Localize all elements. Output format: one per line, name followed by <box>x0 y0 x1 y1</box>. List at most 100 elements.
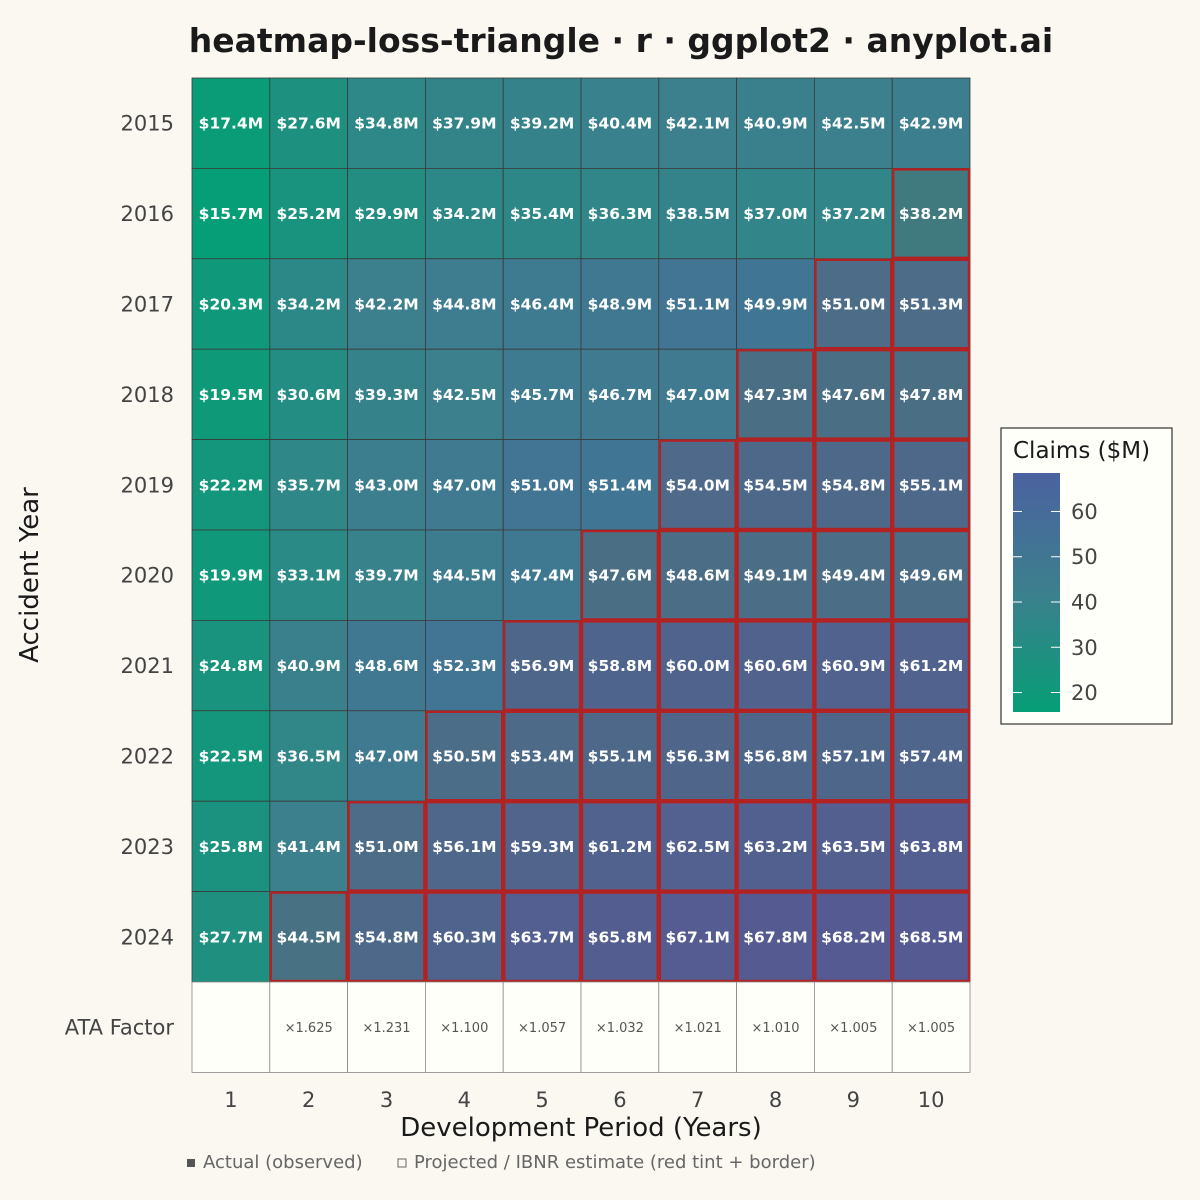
cell-value-label: $27.7M <box>199 928 263 946</box>
projected-tint <box>892 439 970 530</box>
y-tick-label: 2019 <box>121 473 174 497</box>
projected-tint <box>892 168 970 259</box>
cell-value-label: $68.5M <box>899 928 963 946</box>
actual-cell <box>658 348 737 441</box>
actual-cell <box>580 258 660 350</box>
projected-cell <box>814 348 893 441</box>
cell-value-label: $44.5M <box>276 928 340 946</box>
actual-cell <box>502 167 582 260</box>
actual-cell <box>580 439 660 531</box>
ata-factor-label: ×1.057 <box>518 1021 566 1036</box>
projected-border <box>892 891 971 983</box>
projected-tint <box>814 891 893 982</box>
actual-cell <box>347 348 426 441</box>
cell-value-label: $51.0M <box>510 476 574 494</box>
actual-cell <box>269 77 348 169</box>
actual-swatch-icon <box>187 1159 195 1167</box>
cell-value-label: $38.5M <box>665 205 729 223</box>
caption-actual: Actual (observed) <box>203 1152 363 1173</box>
y-tick-label: 2018 <box>121 383 174 407</box>
projected-border <box>814 710 893 802</box>
y-axis-ticks: 2015 2016 2017 2018 2019 2020 2021 2022 2023 2024… <box>65 112 175 1040</box>
projected-border <box>892 620 971 712</box>
projected-tint <box>892 710 970 802</box>
projected-tint <box>736 439 815 530</box>
projected-tint <box>503 891 581 982</box>
cell-value-label: $17.4M <box>199 115 263 133</box>
projected-cell <box>658 710 737 802</box>
cell-value-label: $60.0M <box>665 657 729 675</box>
actual-cell <box>424 529 504 621</box>
projected-cell <box>814 620 893 712</box>
projected-cell <box>424 891 504 983</box>
actual-cell <box>580 348 660 441</box>
projected-cell <box>580 800 660 893</box>
projected-cell <box>891 348 971 441</box>
actual-cell <box>269 620 348 712</box>
projected-border <box>425 710 504 802</box>
cell-value-label: $25.2M <box>276 205 340 223</box>
cell-value-label: $47.4M <box>510 567 574 585</box>
projected-tint <box>658 530 737 621</box>
projected-border <box>580 801 660 892</box>
x-tick-label: 9 <box>847 1088 860 1112</box>
cell-value-label: $20.3M <box>199 296 263 314</box>
cell-value-label: $51.1M <box>665 296 729 314</box>
projected-cell <box>502 891 582 983</box>
projected-border <box>814 529 893 621</box>
cell-value-label: $37.2M <box>821 205 885 223</box>
ata-factor-cell <box>580 981 660 1073</box>
cell-value-label: $37.0M <box>743 205 807 223</box>
cell-value-label: $42.1M <box>665 115 729 133</box>
actual-cell <box>424 258 504 350</box>
projected-border <box>892 439 971 531</box>
projected-tint <box>736 349 815 440</box>
y-tick-label: 2022 <box>121 745 174 769</box>
cell-value-label: $27.6M <box>276 115 340 133</box>
actual-cell <box>658 77 737 169</box>
projected-tint <box>814 258 893 350</box>
projected-cell <box>580 891 660 983</box>
cell-value-label: $55.1M <box>588 748 652 766</box>
actual-cell <box>814 77 893 169</box>
cell-value-label: $63.2M <box>743 838 807 856</box>
cell-value-label: $50.5M <box>432 748 496 766</box>
projected-border <box>658 710 737 802</box>
actual-cell <box>891 77 971 169</box>
cell-value-label: $47.0M <box>354 748 418 766</box>
cell-value-label: $33.1M <box>276 567 340 585</box>
actual-cell <box>347 167 426 260</box>
cell-value-label: $41.4M <box>276 838 340 856</box>
projected-tint <box>814 620 893 711</box>
actual-cell <box>269 800 348 893</box>
projected-border <box>425 801 504 892</box>
projected-tint <box>503 801 581 892</box>
projected-cell <box>502 620 582 712</box>
cell-value-label: $60.3M <box>432 928 496 946</box>
actual-cell <box>347 258 426 350</box>
actual-cell <box>191 258 271 350</box>
projected-tint <box>892 801 970 892</box>
projected-tint <box>814 530 893 621</box>
legend-ticks: 20 30 40 50 60 <box>1013 500 1098 705</box>
cell-value-label: $47.3M <box>743 386 807 404</box>
projected-cell <box>814 529 893 621</box>
x-tick-label: 1 <box>224 1088 237 1112</box>
projected-tint <box>658 801 737 892</box>
cell-value-label: $62.5M <box>665 838 729 856</box>
actual-cell <box>580 167 660 260</box>
projected-cell <box>736 529 815 621</box>
cell-value-label: $56.3M <box>665 748 729 766</box>
projected-cell <box>502 710 582 802</box>
projected-tint <box>658 891 737 982</box>
actual-cell <box>658 167 737 260</box>
legend-tick-label: 60 <box>1071 500 1098 524</box>
cell-value-label: $54.0M <box>665 476 729 494</box>
x-tick-label: 6 <box>613 1088 626 1112</box>
legend-tick-label: 40 <box>1071 591 1098 615</box>
cell-value-label: $47.0M <box>432 476 496 494</box>
cell-value-label: $48.6M <box>354 657 418 675</box>
projected-tint <box>736 530 815 621</box>
ata-factor-cell <box>814 981 893 1073</box>
ata-factor-label: ×1.010 <box>751 1021 799 1036</box>
